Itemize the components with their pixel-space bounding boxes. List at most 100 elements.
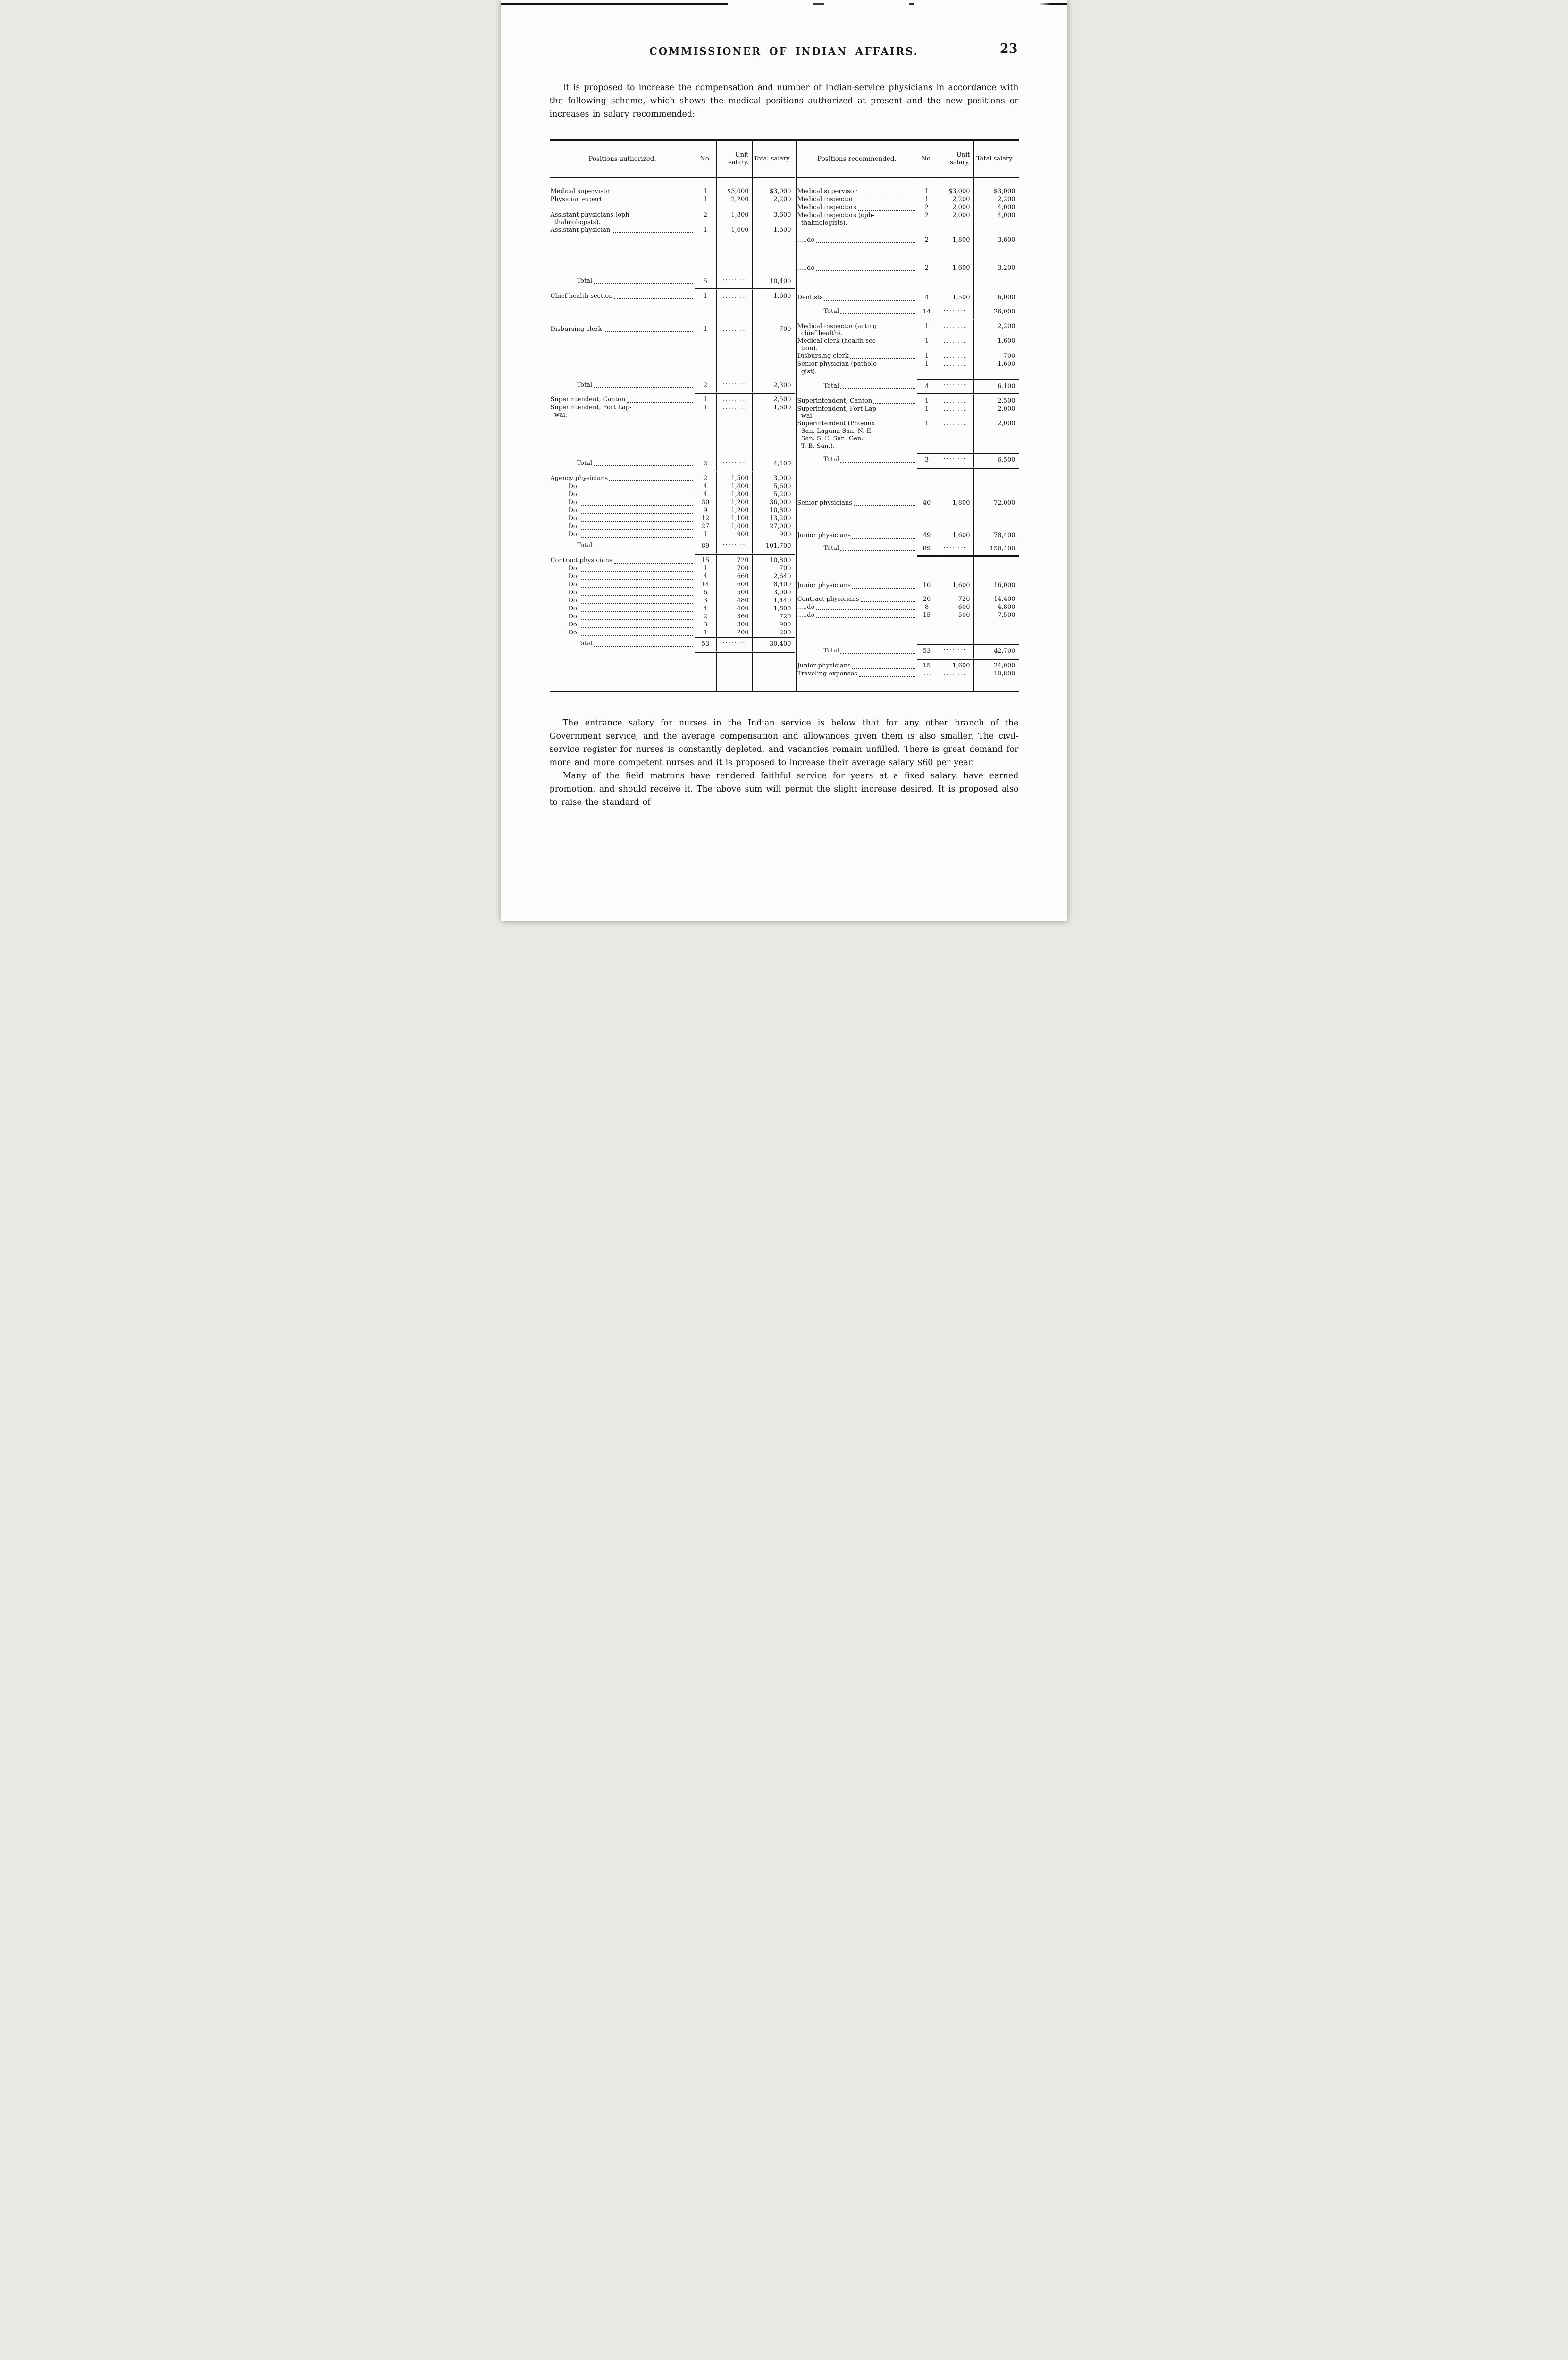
cell-no: 1 bbox=[694, 226, 716, 235]
authorized-panel: Positions authorized. No. Unit salary. T… bbox=[549, 141, 795, 691]
cell-label bbox=[797, 555, 917, 559]
cell-total: 13,200 bbox=[752, 515, 795, 523]
row-label: Do bbox=[568, 597, 577, 604]
cell-total: 150,400 bbox=[973, 541, 1019, 556]
cell-unit bbox=[936, 178, 973, 188]
column-header-label: Unit salary. bbox=[729, 152, 749, 166]
cell-no bbox=[694, 471, 716, 475]
cell-value: 49 bbox=[922, 531, 931, 539]
cell-no: 14 bbox=[694, 581, 716, 589]
column-header-label: No. bbox=[700, 155, 711, 163]
cell-unit: 200 bbox=[716, 629, 752, 637]
cell-total: 26,000 bbox=[973, 304, 1019, 319]
dot-leaders bbox=[614, 298, 693, 299]
table-row: Physician expert 1 2,200 2,200 bbox=[550, 196, 795, 204]
cell-total: 101,700 bbox=[752, 539, 795, 553]
dot-leaders bbox=[594, 387, 693, 388]
cell-total: 700 bbox=[752, 325, 795, 334]
cell-value: 1 bbox=[703, 226, 708, 234]
table-row: Superintendent (Phoenix San. Laguna San.… bbox=[797, 420, 1019, 450]
cell-label: Do bbox=[550, 515, 695, 523]
table-row: Medical inspector 1 2,200 2,200 bbox=[797, 196, 1019, 204]
table-row: Do 4 400 1,600 bbox=[550, 605, 795, 613]
table-row: Medical supervisor 1 $3,000 $3,000 bbox=[797, 188, 1019, 196]
cell-total: 2,500 bbox=[973, 397, 1019, 405]
table-row: Do 12 1,100 13,200 bbox=[550, 515, 795, 523]
cell-unit bbox=[936, 450, 973, 453]
cell-total: 4,000 bbox=[973, 204, 1019, 212]
row-label: Superintendent, Canton bbox=[797, 397, 872, 405]
row-label: Physician expert bbox=[550, 196, 602, 203]
cell-unit: 1,800 bbox=[936, 236, 973, 244]
spacer-row bbox=[550, 178, 795, 188]
cell-total: 30,400 bbox=[752, 637, 795, 651]
row-label: Medical clerk (health sec- tion). bbox=[797, 337, 878, 353]
dot-leaders bbox=[578, 602, 693, 604]
cell-unit: 900 bbox=[716, 531, 752, 539]
cell-value: 1,600 bbox=[773, 404, 791, 412]
cell-total bbox=[973, 658, 1019, 663]
table-rows: Medical supervisor 1 $3,000 $3,000 Physician… bbox=[550, 178, 795, 691]
cell-unit: 500 bbox=[716, 589, 752, 597]
cell-value: 1 bbox=[924, 353, 929, 360]
cell-no: 2 bbox=[916, 212, 937, 227]
cell-unit bbox=[936, 507, 973, 532]
cell-value: 1,600 bbox=[952, 582, 970, 590]
cell-value: ........ bbox=[943, 405, 967, 413]
cell-unit: ........ bbox=[716, 396, 752, 405]
cell-value: ........ bbox=[943, 305, 967, 312]
cell-value: 15 bbox=[922, 662, 931, 670]
cell-value: 1,800 bbox=[731, 211, 749, 219]
cell-label: Chief health section bbox=[550, 293, 695, 301]
cell-total: 4,800 bbox=[973, 604, 1019, 612]
cell-total: 6,100 bbox=[973, 379, 1019, 393]
cell-unit bbox=[936, 244, 973, 264]
cell-label: Total bbox=[797, 644, 917, 658]
cell-value: 6,000 bbox=[998, 294, 1015, 301]
cell-value: 1 bbox=[703, 292, 708, 300]
cell-total: 1,600 bbox=[752, 404, 795, 420]
cell-value: 2,000 bbox=[952, 212, 970, 219]
cell-label: Do bbox=[550, 589, 695, 597]
cell-label bbox=[550, 334, 695, 379]
row-label: Do bbox=[568, 507, 577, 514]
cell-no: .... bbox=[916, 670, 937, 679]
cell-value: 78,400 bbox=[994, 531, 1015, 539]
cell-value: ........ bbox=[722, 325, 746, 333]
cell-value: 200 bbox=[779, 629, 791, 636]
cell-unit: ........ bbox=[936, 353, 973, 361]
spacer-row bbox=[797, 471, 1019, 499]
dot-leaders bbox=[578, 521, 693, 522]
cell-label: Assistant physician bbox=[550, 227, 695, 235]
cell-unit: 1,600 bbox=[936, 582, 973, 590]
page-title: COMMISSIONER OF INDIAN AFFAIRS. bbox=[649, 45, 919, 58]
cell-unit: 2,000 bbox=[936, 212, 973, 227]
cell-value: 1 bbox=[924, 196, 929, 203]
cell-value: 72,000 bbox=[994, 499, 1015, 506]
table-row: Agency physicians 2 1,500 3,000 bbox=[550, 475, 795, 483]
cell-total: 42,700 bbox=[973, 644, 1019, 658]
dot-leaders bbox=[850, 358, 915, 360]
cell-total bbox=[752, 419, 795, 457]
cell-unit: 720 bbox=[716, 556, 752, 565]
cell-value: ........ bbox=[943, 379, 967, 387]
double-rule-row bbox=[797, 393, 1019, 397]
cell-no: 1 bbox=[694, 325, 716, 334]
cell-value: 360 bbox=[737, 613, 749, 620]
dot-leaders bbox=[816, 270, 915, 271]
cell-value: 500 bbox=[958, 612, 970, 619]
table-row: Junior physicians 15 1,600 24,000 bbox=[797, 662, 1019, 671]
cell-unit bbox=[716, 650, 752, 655]
double-rule-row bbox=[550, 650, 795, 655]
cell-total bbox=[752, 392, 795, 396]
cell-value: 2 bbox=[703, 381, 708, 389]
cell-no: 15 bbox=[916, 662, 937, 671]
cell-no: 1 bbox=[916, 405, 937, 421]
cell-no: 1 bbox=[916, 397, 937, 405]
cell-unit: 2,200 bbox=[716, 196, 752, 204]
cell-value: $3,000 bbox=[770, 188, 791, 195]
table-total-row: Total 5........ 10,400 bbox=[550, 274, 795, 288]
cell-total: 1,600 bbox=[973, 337, 1019, 353]
cell-total bbox=[973, 178, 1019, 188]
dot-leaders bbox=[594, 645, 693, 647]
